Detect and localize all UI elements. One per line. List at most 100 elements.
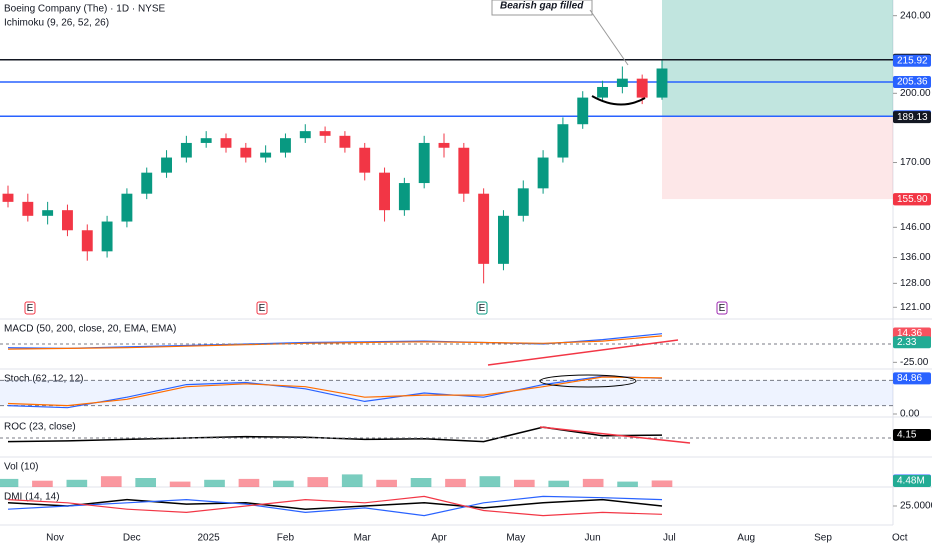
y-tick-label: 121.00 (900, 302, 931, 313)
price-tag (893, 111, 931, 124)
volume-bar (513, 479, 535, 487)
indicator-name: Ichimoku (9, 26, 52, 26) (4, 18, 109, 29)
candle-body (458, 147, 470, 194)
x-tick-label: Nov (46, 533, 64, 544)
candle-body (418, 142, 430, 184)
x-tick-label: Dec (123, 533, 141, 544)
y-tick-label: 146.00 (900, 222, 931, 233)
y-tick-label: 128.00 (900, 278, 931, 289)
panel-title: MACD (50, 200, close, 20, EMA, EMA) (4, 324, 176, 335)
chart-title: Boeing Company (The) · 1D · NYSE (4, 4, 166, 15)
price-tag (893, 76, 931, 89)
candle-body (220, 138, 232, 148)
event-marker (716, 301, 728, 315)
panel-title: DMI (14, 14) (4, 492, 60, 503)
candle-body (577, 97, 589, 125)
price-tag-label: 4.48M (897, 476, 925, 487)
volume-bar (100, 476, 122, 487)
candle-body (616, 78, 628, 87)
candle-body (498, 215, 509, 264)
volume-bar (548, 480, 570, 487)
volume-bar (273, 480, 294, 487)
x-tick-label: Jun (585, 533, 601, 544)
candle-body (398, 183, 410, 211)
y-tick-label: 136.00 (900, 252, 931, 263)
candle-body (280, 138, 291, 153)
volume-bar (617, 481, 638, 487)
candle-body (260, 152, 272, 158)
callout-leader (589, 9, 629, 66)
y-tick-label: 200.00 (900, 88, 931, 99)
price-tag-label: 189.13 (897, 112, 928, 123)
annotation: Bearish gap filled (500, 1, 584, 12)
event-marker (476, 301, 488, 315)
candle-body (141, 172, 153, 194)
candle-body (517, 188, 529, 216)
price-tag-label: 14.36 (897, 328, 922, 339)
candle-body (438, 142, 450, 148)
candle-body (101, 221, 113, 252)
price-tag-label: 4.15 (897, 430, 917, 441)
candle-body (42, 210, 54, 216)
candle-body (339, 135, 351, 148)
x-tick-label: Apr (431, 533, 447, 544)
candle-body (161, 157, 172, 173)
indicator-line (7, 495, 663, 517)
candle-body (2, 193, 14, 202)
volume-bar (445, 478, 466, 487)
event-label: E (27, 303, 34, 314)
event-label: E (479, 303, 486, 314)
candle-body (359, 147, 371, 173)
price-tag (893, 429, 931, 442)
stop-zone (662, 116, 893, 200)
price-tag (893, 372, 931, 385)
event-label: E (719, 303, 726, 314)
indicator-line (7, 498, 663, 510)
volume-bar (582, 478, 604, 487)
x-tick-label: Oct (892, 533, 908, 544)
candle-body (62, 210, 73, 231)
candle-body (537, 157, 549, 189)
volume-bar (32, 480, 53, 487)
x-tick-label: May (506, 533, 525, 544)
volume-bar (0, 478, 19, 487)
callout (491, 0, 593, 16)
price-tag (893, 193, 931, 206)
x-tick-label: Sep (814, 533, 832, 544)
y-tick-label: 240.00 (900, 10, 931, 21)
volume-bar (651, 480, 673, 487)
volume-bar (204, 479, 225, 487)
volume-bar (376, 479, 397, 487)
price-tag (893, 336, 931, 349)
price-tag-label: 205.36 (897, 77, 928, 88)
y-tick-label: 25.0000 (900, 501, 932, 512)
candle-body (379, 172, 390, 211)
price-tag (893, 54, 931, 67)
volume-bar (238, 478, 260, 487)
candle-body (319, 131, 331, 136)
drawing (487, 339, 679, 366)
panel-title: Vol (10) (4, 462, 38, 473)
x-tick-label: Aug (737, 533, 755, 544)
y-tick-label: 170.00 (900, 157, 931, 168)
x-tick-label: Feb (277, 533, 295, 544)
event-label: E (259, 303, 266, 314)
candle-body (22, 201, 34, 216)
drawing (539, 374, 637, 388)
drawing (539, 426, 691, 444)
indicator-line (7, 375, 663, 409)
drawing (591, 95, 646, 106)
candle-body (557, 124, 569, 158)
y-tick-label: -25.00 (900, 357, 929, 368)
indicator-line (7, 495, 663, 517)
price-tag (893, 475, 931, 487)
volume-bar (479, 476, 501, 487)
candle-body (636, 78, 648, 98)
candle-body (121, 193, 133, 222)
stoch-band (0, 380, 893, 406)
price-tag-label: 84.86 (897, 373, 922, 384)
event-marker (24, 301, 36, 315)
price-tag-label: 2.33 (897, 337, 917, 348)
volume-bar (307, 477, 329, 487)
